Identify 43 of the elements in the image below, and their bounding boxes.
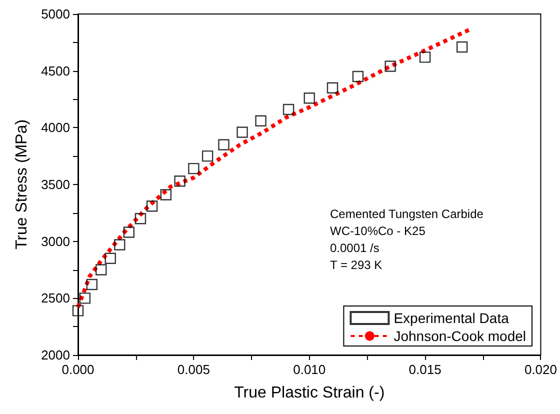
x-tick-label: 0.010 [293, 362, 326, 377]
point [146, 200, 158, 212]
y-tick-label: 4000 [41, 120, 70, 136]
y-tick-label: 2000 [41, 348, 70, 362]
annotation: Cemented Tungsten Carbide [330, 207, 484, 221]
point [202, 150, 214, 162]
point [304, 92, 315, 104]
point [326, 82, 338, 94]
point [174, 175, 186, 187]
x-axis-title: True Plastic Strain (-) [234, 384, 385, 402]
y-tick-label: 4500 [41, 63, 70, 78]
x-tick-label: 0.005 [177, 362, 210, 377]
point [236, 126, 248, 138]
point [114, 239, 126, 250]
annotation: 0.0001 /s [330, 241, 380, 255]
point [134, 213, 146, 224]
point [160, 189, 172, 200]
point [384, 60, 396, 72]
y-tick-label: 3000 [41, 234, 70, 249]
point [104, 252, 116, 264]
point [96, 264, 107, 276]
point [188, 162, 200, 174]
point [86, 278, 98, 290]
legend-label: Johnson-Cook model [394, 328, 526, 344]
legend-label: Experimental Data [394, 310, 510, 326]
x-tick-label: 0.000 [62, 362, 94, 377]
annotation: T = 293 K [330, 258, 382, 272]
point [282, 104, 294, 116]
point [419, 52, 431, 63]
point [218, 139, 230, 150]
y-tick-label: 3500 [41, 177, 70, 192]
x-tick-label: 0.015 [408, 362, 442, 377]
annotation: WC-10%Co - K25 [330, 224, 426, 238]
point [79, 292, 91, 304]
x-tick-label: 0.020 [524, 362, 558, 377]
point [352, 70, 364, 82]
point [456, 41, 468, 53]
y-tick-label: 2500 [41, 290, 70, 306]
point [72, 305, 84, 316]
point [123, 226, 134, 238]
point [255, 115, 266, 126]
y-tick-label: 5000 [41, 6, 70, 22]
y-axis-title: True Stress (MPa) [14, 119, 30, 250]
